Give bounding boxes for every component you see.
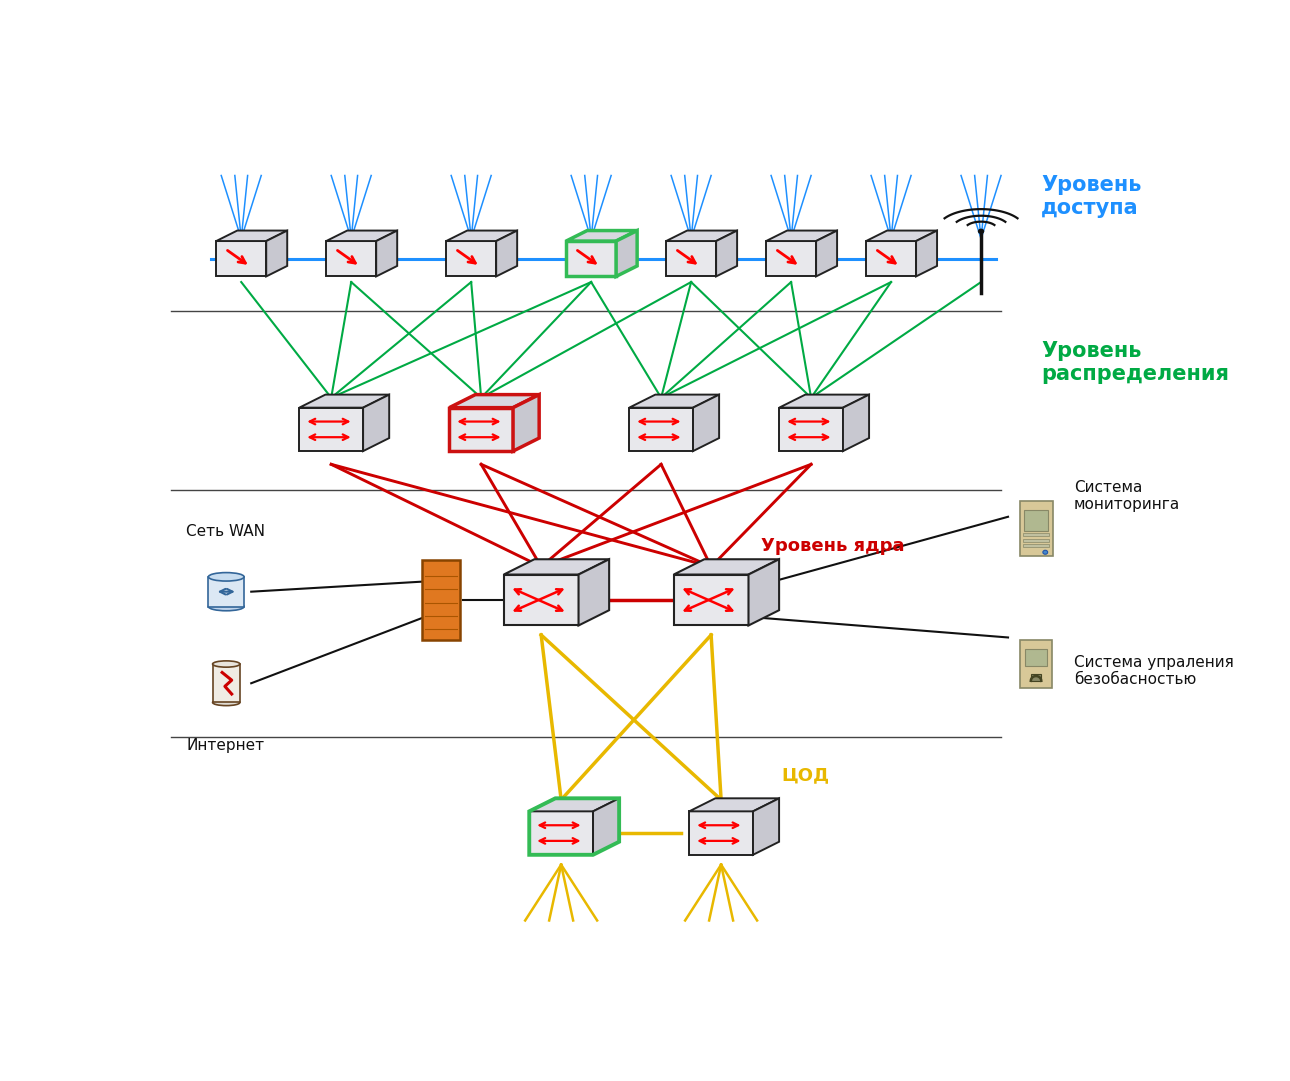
FancyBboxPatch shape	[666, 241, 716, 277]
Polygon shape	[716, 230, 737, 277]
FancyBboxPatch shape	[299, 408, 362, 451]
Circle shape	[978, 228, 984, 233]
FancyBboxPatch shape	[1031, 675, 1041, 681]
Ellipse shape	[213, 699, 240, 706]
Polygon shape	[617, 230, 637, 277]
Polygon shape	[630, 395, 719, 408]
FancyBboxPatch shape	[529, 812, 593, 855]
Polygon shape	[842, 395, 869, 451]
Polygon shape	[666, 230, 737, 241]
Polygon shape	[513, 395, 539, 451]
Circle shape	[1042, 550, 1047, 555]
Polygon shape	[446, 230, 517, 241]
Polygon shape	[748, 559, 779, 626]
Polygon shape	[266, 230, 288, 277]
Text: Сеть WAN: Сеть WAN	[186, 524, 266, 539]
FancyBboxPatch shape	[326, 241, 377, 277]
FancyBboxPatch shape	[1020, 640, 1051, 689]
FancyBboxPatch shape	[504, 574, 578, 626]
Polygon shape	[693, 395, 719, 451]
Polygon shape	[299, 395, 390, 408]
Polygon shape	[817, 230, 837, 277]
FancyBboxPatch shape	[673, 574, 748, 626]
Polygon shape	[529, 798, 619, 812]
FancyBboxPatch shape	[449, 408, 513, 451]
FancyBboxPatch shape	[779, 408, 842, 451]
FancyBboxPatch shape	[766, 241, 817, 277]
Polygon shape	[566, 230, 637, 241]
FancyBboxPatch shape	[217, 241, 266, 277]
Polygon shape	[578, 559, 609, 626]
Polygon shape	[779, 395, 869, 408]
Text: Уровень ядра: Уровень ядра	[761, 537, 904, 555]
Polygon shape	[449, 395, 539, 408]
FancyBboxPatch shape	[213, 664, 240, 703]
FancyBboxPatch shape	[446, 241, 497, 277]
Ellipse shape	[209, 602, 244, 611]
Text: Интернет: Интернет	[186, 738, 264, 753]
Polygon shape	[377, 230, 397, 277]
Text: Уровень
распределения: Уровень распределения	[1041, 342, 1229, 385]
Ellipse shape	[213, 660, 240, 667]
Text: Система
мониторинга: Система мониторинга	[1075, 480, 1180, 512]
FancyBboxPatch shape	[1019, 501, 1053, 556]
FancyBboxPatch shape	[422, 560, 461, 640]
Polygon shape	[593, 798, 619, 855]
Text: ЦОД: ЦОД	[782, 765, 829, 784]
Polygon shape	[673, 559, 779, 574]
FancyBboxPatch shape	[209, 577, 244, 606]
Polygon shape	[866, 230, 937, 241]
FancyBboxPatch shape	[1023, 533, 1049, 536]
Polygon shape	[217, 230, 288, 241]
Polygon shape	[753, 798, 779, 855]
Ellipse shape	[209, 573, 244, 582]
FancyBboxPatch shape	[1023, 538, 1049, 542]
FancyBboxPatch shape	[1023, 544, 1049, 547]
Polygon shape	[916, 230, 937, 277]
Polygon shape	[689, 798, 779, 812]
Text: Система упраления
безобасностью: Система упраления безобасностью	[1075, 655, 1233, 686]
Polygon shape	[362, 395, 390, 451]
FancyBboxPatch shape	[566, 241, 617, 277]
Text: Уровень
доступа: Уровень доступа	[1041, 175, 1142, 218]
FancyBboxPatch shape	[866, 241, 916, 277]
FancyBboxPatch shape	[1024, 510, 1049, 531]
Polygon shape	[766, 230, 837, 241]
Polygon shape	[497, 230, 517, 277]
FancyBboxPatch shape	[689, 812, 753, 855]
Polygon shape	[504, 559, 609, 574]
Polygon shape	[326, 230, 397, 241]
FancyBboxPatch shape	[630, 408, 693, 451]
FancyBboxPatch shape	[1024, 650, 1047, 666]
